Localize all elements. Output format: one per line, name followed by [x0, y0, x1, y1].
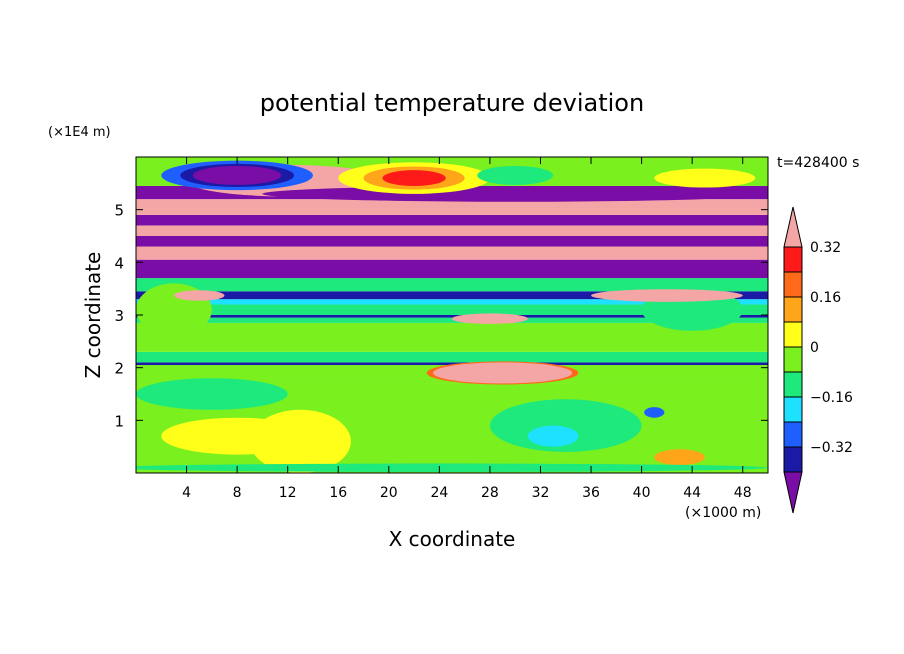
x-tick-label-12: 12	[279, 485, 297, 501]
colorbar-top-arrow	[783, 206, 803, 248]
colorbar-swatch-1	[783, 421, 803, 448]
x-tick-label-4: 4	[182, 485, 191, 501]
y-axis: 1 2 3 4 5	[114, 202, 768, 430]
chart-title: potential temperature deviation	[260, 89, 644, 117]
colorbar-label-0: 0.32	[810, 240, 841, 256]
y-axis-label: Z coordinate	[81, 252, 105, 379]
contour-feature-17	[136, 378, 288, 410]
x-tick-label-40: 40	[633, 485, 651, 501]
x-tick-label-32: 32	[532, 485, 550, 501]
contour-feature-23	[654, 449, 705, 466]
contour-band-5	[136, 317, 768, 323]
colorbar-swatch-6	[783, 296, 803, 323]
contour-band-12	[136, 246, 768, 260]
y-tick-label-3: 3	[114, 307, 124, 325]
contour-band-11	[136, 259, 768, 279]
contour-band-15	[136, 214, 768, 226]
x-tick-label-48: 48	[734, 485, 752, 501]
colorbar-swatch-5	[783, 321, 803, 348]
contour-band-6	[136, 315, 768, 318]
contour-feature-3	[262, 185, 768, 202]
contour-band-2	[136, 362, 768, 366]
y-tick-label-1: 1	[114, 412, 124, 430]
x-unit-label: (×1000 m)	[685, 505, 761, 521]
y-unit-label: (×1E4 m)	[48, 125, 111, 140]
contour-feature-11	[654, 168, 756, 188]
colorbar-label-3: −0.16	[810, 390, 853, 406]
contour-feature-6	[192, 165, 282, 185]
x-tick-label-36: 36	[582, 485, 600, 501]
contour-band-10	[136, 278, 768, 292]
colorbar-label-1: 0.16	[810, 290, 841, 306]
colorbar-swatch-2	[783, 396, 803, 423]
contour-band-4	[136, 322, 768, 352]
colorbar: 0.32 0.16 0 −0.16 −0.32	[783, 206, 853, 514]
contour-feature-14	[452, 313, 528, 324]
colorbar-swatch-7	[783, 271, 803, 298]
contour-feature-16	[433, 362, 573, 384]
x-tick-label-24: 24	[430, 485, 448, 501]
x-axis: 4 8 12 16 20 24 28 32 36 40 44 48	[182, 157, 752, 501]
colorbar-label-2: 0	[810, 340, 819, 356]
contour-band-8	[136, 299, 768, 305]
x-tick-label-28: 28	[481, 485, 499, 501]
contour-feature-13	[591, 289, 743, 302]
colorbar-swatch-4	[783, 346, 803, 373]
contour-band-16	[136, 199, 768, 215]
contour-band-13	[136, 236, 768, 247]
x-tick-label-20: 20	[380, 485, 398, 501]
x-tick-label-16: 16	[329, 485, 347, 501]
colorbar-swatch-0	[783, 446, 803, 473]
contour-field	[136, 157, 768, 473]
contour-feature-24	[136, 463, 768, 472]
time-label: t=428400 s	[777, 155, 859, 171]
x-axis-label: X coordinate	[389, 527, 516, 551]
colorbar-label-4: −0.32	[810, 440, 853, 456]
contour-band-3	[136, 351, 768, 363]
contour-feature-21	[527, 425, 579, 447]
x-tick-label-8: 8	[233, 485, 242, 501]
colorbar-bottom-arrow	[783, 471, 803, 514]
x-tick-label-44: 44	[683, 485, 701, 501]
contour-feature-10	[477, 165, 554, 185]
contour-feature-22	[644, 407, 665, 418]
y-tick-label-5: 5	[114, 202, 124, 220]
colorbar-swatch-3	[783, 371, 803, 398]
contour-feature-19	[249, 409, 351, 473]
contour-feature-9	[382, 170, 446, 186]
contour-feature-12	[173, 290, 225, 301]
y-tick-label-2: 2	[114, 360, 124, 378]
contour-band-7	[136, 304, 768, 315]
contour-band-9	[136, 291, 768, 300]
colorbar-swatch-8	[783, 246, 803, 273]
contour-band-14	[136, 225, 768, 236]
y-tick-label-4: 4	[114, 254, 124, 272]
contour-feature-20	[489, 399, 642, 452]
